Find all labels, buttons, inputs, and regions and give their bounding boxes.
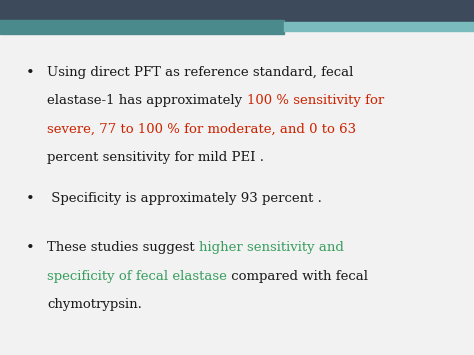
Text: •: • bbox=[26, 192, 35, 206]
Bar bbox=[0, 0, 474, 23]
Text: elastase-1 has approximately: elastase-1 has approximately bbox=[47, 94, 247, 107]
Text: specificity of fecal elastase: specificity of fecal elastase bbox=[47, 270, 227, 283]
Text: •: • bbox=[26, 66, 35, 80]
Text: severe, 77 to 100 % for moderate, and 0 to 63: severe, 77 to 100 % for moderate, and 0 … bbox=[47, 122, 356, 136]
Text: chymotrypsin.: chymotrypsin. bbox=[47, 298, 142, 311]
Bar bbox=[0, 20, 284, 34]
Text: higher sensitivity and: higher sensitivity and bbox=[199, 241, 344, 255]
Text: Using direct PFT as reference standard, fecal: Using direct PFT as reference standard, … bbox=[47, 66, 354, 79]
Text: percent sensitivity for mild PEI .: percent sensitivity for mild PEI . bbox=[47, 151, 264, 164]
Text: Specificity is approximately 93 percent .: Specificity is approximately 93 percent … bbox=[47, 192, 322, 205]
Text: •: • bbox=[26, 241, 35, 255]
Bar bbox=[284, 22, 474, 31]
Text: compared with fecal: compared with fecal bbox=[227, 270, 368, 283]
Text: 100 % sensitivity for: 100 % sensitivity for bbox=[247, 94, 384, 107]
Text: These studies suggest: These studies suggest bbox=[47, 241, 199, 255]
